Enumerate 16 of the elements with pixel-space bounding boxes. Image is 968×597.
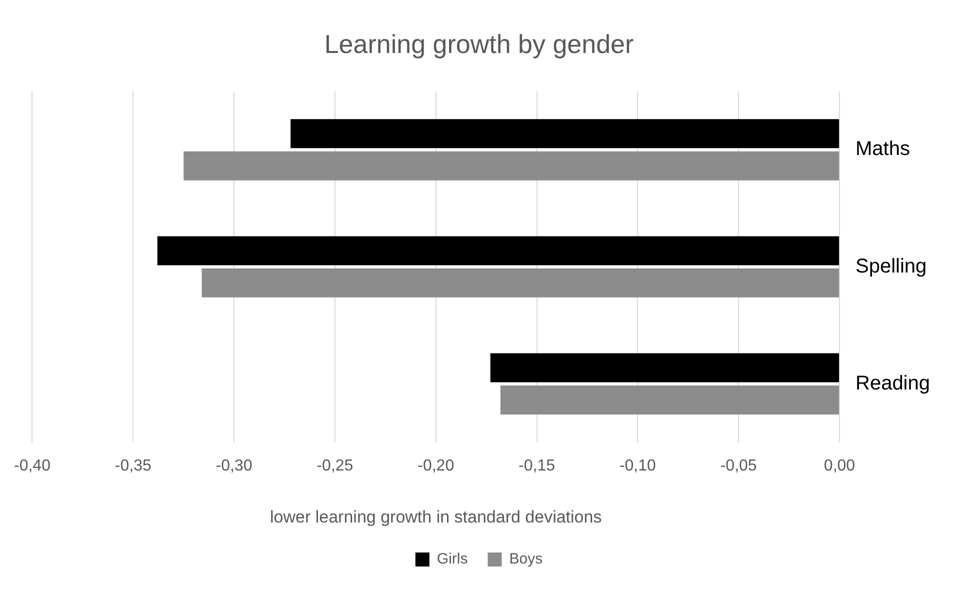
chart-title: Learning growth by gender	[324, 28, 634, 59]
x-tick-label: -0,05	[720, 457, 757, 474]
x-axis-title: lower learning growth in standard deviations	[270, 507, 602, 526]
legend-label: Girls	[436, 550, 468, 568]
x-tick-label: -0,30	[216, 457, 252, 474]
x-tick-label: -0,35	[114, 457, 152, 474]
x-tick-label: -0,20	[418, 457, 454, 474]
y-tick-label: Reading	[856, 372, 930, 394]
x-tick-label: -0,40	[14, 457, 51, 474]
y-tick-label: Maths	[856, 138, 910, 160]
x-tick-label: -0,25	[316, 457, 354, 474]
legend-label: Boys	[509, 550, 543, 568]
x-tick-label: -0,10	[619, 457, 656, 474]
y-tick-label: Spelling	[856, 255, 927, 278]
x-tick-label: -0,15	[518, 457, 556, 474]
x-tick-label: 0,00	[824, 457, 856, 474]
